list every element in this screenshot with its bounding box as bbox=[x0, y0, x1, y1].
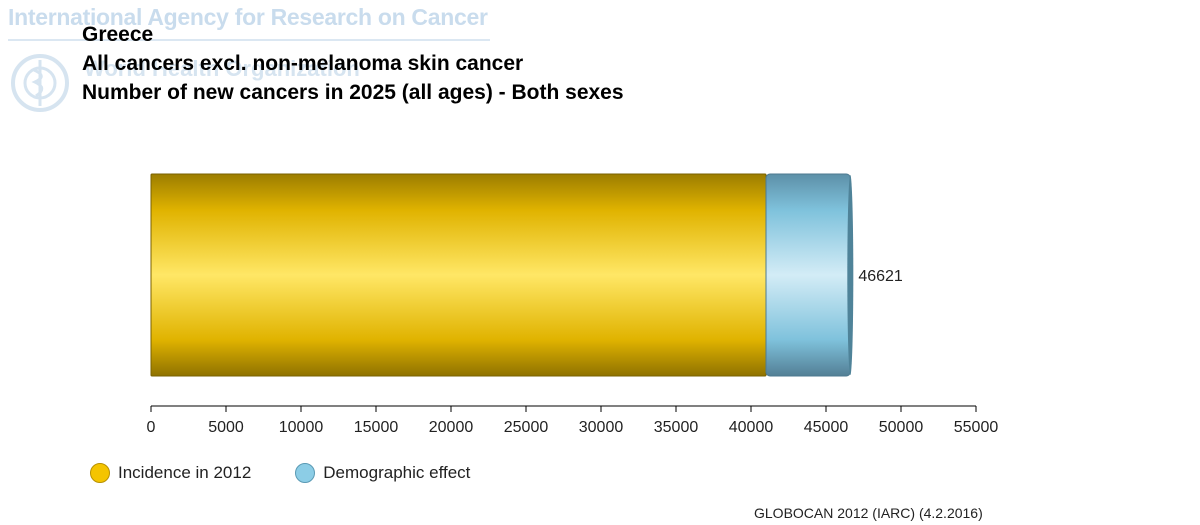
legend-swatch-demographic bbox=[295, 463, 316, 483]
legend-label-incidence: Incidence in 2012 bbox=[118, 463, 252, 482]
x-tick-label: 40000 bbox=[729, 419, 774, 436]
measure-title: Number of new cancers in 2025 (all ages)… bbox=[82, 81, 624, 104]
source-footer: GLOBOCAN 2012 (IARC) (4.2.2016) bbox=[754, 505, 983, 521]
legend-label-demographic: Demographic effect bbox=[323, 463, 471, 482]
x-tick-label: 50000 bbox=[879, 419, 924, 436]
who-emblem-icon bbox=[11, 54, 69, 112]
legend-swatch-incidence bbox=[90, 463, 110, 483]
legend-item-incidence: Incidence in 2012 bbox=[90, 463, 251, 483]
iarc-watermark: International Agency for Research on Can… bbox=[8, 4, 488, 30]
bar-end-cap bbox=[847, 175, 854, 375]
x-tick-label: 30000 bbox=[579, 419, 624, 436]
x-tick-label: 45000 bbox=[804, 419, 849, 436]
chart-legend: Incidence in 2012 Demographic effect bbox=[90, 463, 514, 483]
watermark-divider bbox=[8, 39, 490, 41]
bar-segment-demographic bbox=[765, 173, 851, 377]
x-tick-label: 25000 bbox=[504, 419, 549, 436]
chart-title-block: Greece All cancers excl. non-melanoma sk… bbox=[82, 20, 624, 107]
cancer-site-title: All cancers excl. non-melanoma skin canc… bbox=[82, 52, 524, 75]
x-tick-label: 0 bbox=[147, 419, 156, 436]
bar-total-label: 46621 bbox=[858, 268, 903, 285]
x-tick-label: 5000 bbox=[208, 419, 244, 436]
bar-segment-incidence bbox=[150, 173, 767, 377]
x-tick-label: 15000 bbox=[354, 419, 399, 436]
legend-item-demographic: Demographic effect bbox=[295, 463, 470, 483]
x-tick-label: 10000 bbox=[279, 419, 324, 436]
x-tick-label: 55000 bbox=[954, 419, 999, 436]
x-tick-label: 35000 bbox=[654, 419, 699, 436]
bar-chart: 46621 0 5000 10000 15000 20000 25000 30000 3500… bbox=[147, 173, 999, 436]
who-watermark: World Health Organization bbox=[84, 56, 360, 81]
x-tick-label: 20000 bbox=[429, 419, 474, 436]
country-title: Greece bbox=[82, 23, 154, 46]
